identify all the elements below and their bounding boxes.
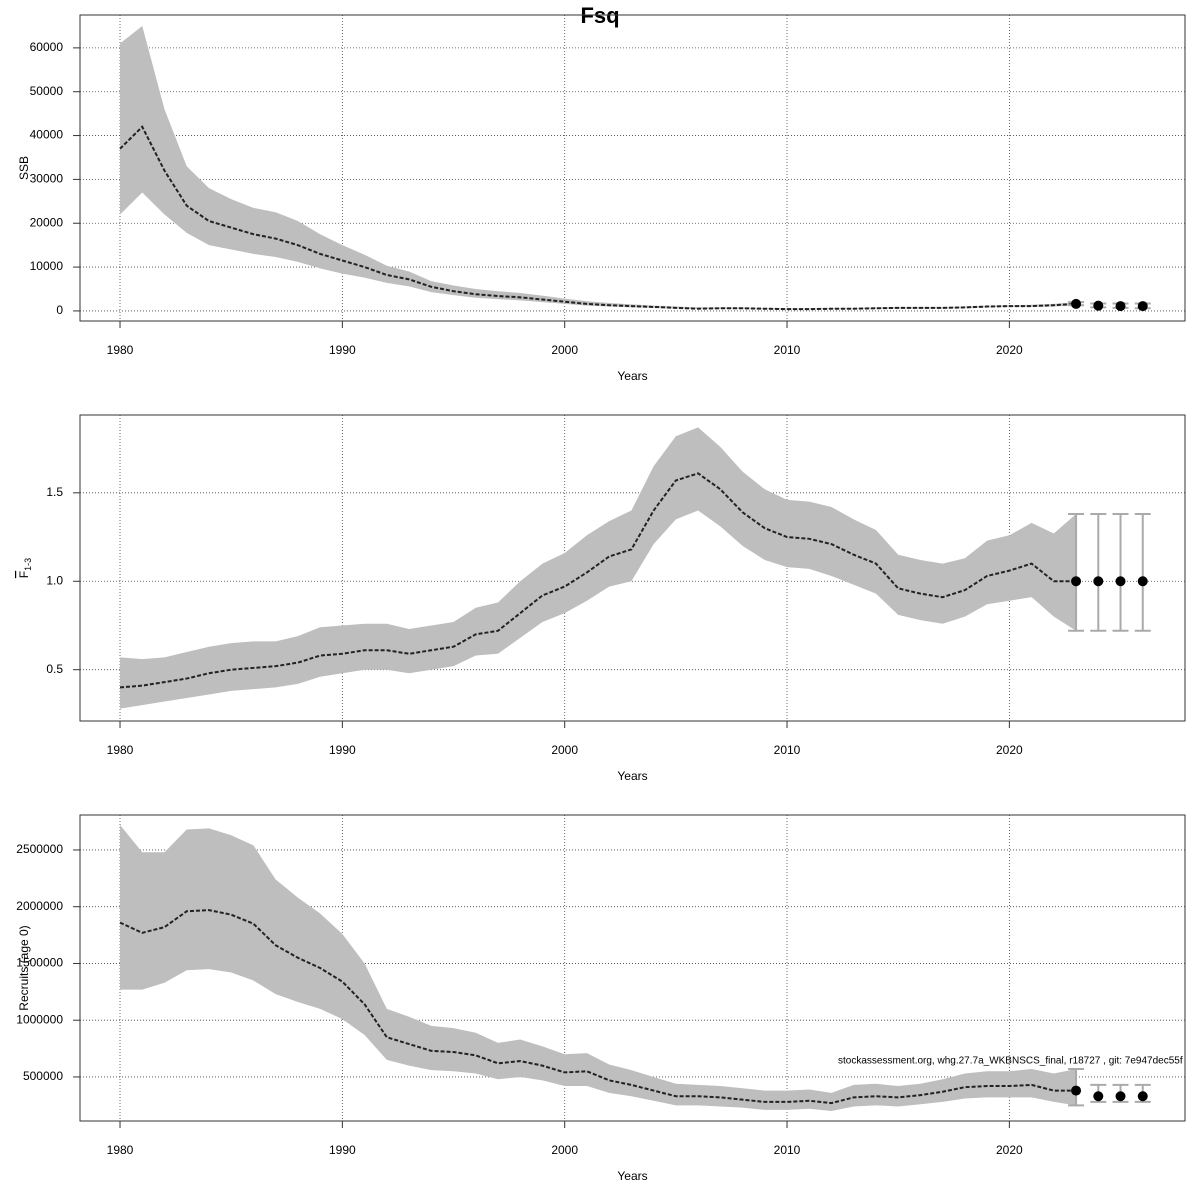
y-tick-label: 1.5 [46, 485, 63, 499]
x-axis-label: Years [617, 769, 647, 783]
x-tick-label: 2000 [551, 343, 578, 357]
plot-frame [79, 814, 1186, 1122]
projection-point [1137, 576, 1148, 587]
y-axis-label-main: Recruits (age 0) [17, 925, 31, 1010]
y-axis-label-sub: 1-3 [23, 558, 33, 571]
x-tick-label: 2000 [551, 743, 578, 757]
projection-point [1115, 576, 1126, 587]
y-tick-label: 10000 [30, 259, 64, 273]
footnote: stockassessment.org, whg.27.7a_WKBNSCS_f… [838, 1056, 1183, 1067]
y-tick-label: 40000 [30, 128, 64, 142]
x-tick-label: 1990 [329, 1143, 356, 1157]
estimate-line [119, 125, 1077, 311]
y-tick-label: 30000 [30, 172, 64, 186]
y-axis-label-main: F [17, 571, 31, 578]
x-tick-label: 2010 [774, 743, 801, 757]
y-tick-label: 1.0 [46, 573, 63, 587]
projection-point [1137, 301, 1148, 312]
x-tick-label: 2010 [774, 1143, 801, 1157]
y-tick-label: 500000 [23, 1069, 63, 1083]
y-axis-label: SSB [17, 156, 31, 180]
y-tick-label: 20000 [30, 215, 64, 229]
y-tick-label: 0.5 [46, 662, 63, 676]
projection-point [1093, 576, 1104, 587]
projection-point [1115, 1091, 1126, 1102]
x-tick-label: 1990 [329, 343, 356, 357]
x-tick-label: 1980 [107, 343, 134, 357]
y-axis-label: Recruits (age 0) [17, 925, 31, 1010]
x-tick-label: 2020 [996, 1143, 1023, 1157]
projection-point [1093, 300, 1104, 311]
confidence-band [120, 824, 1077, 1112]
plot-frame [79, 414, 1186, 722]
y-tick-label: 1500000 [16, 956, 63, 970]
x-tick-label: 1980 [107, 1143, 134, 1157]
projection-point [1093, 1091, 1104, 1102]
projection-point [1071, 576, 1082, 587]
plot-frame [79, 14, 1186, 322]
x-tick-label: 2010 [774, 343, 801, 357]
y-tick-label: 2500000 [16, 842, 63, 856]
x-tick-label: 1990 [329, 743, 356, 757]
projection-point [1137, 1091, 1148, 1102]
x-tick-label: 2020 [996, 743, 1023, 757]
y-tick-label: 0 [56, 303, 63, 317]
x-axis-label: Years [617, 369, 647, 383]
y-tick-label: 50000 [30, 84, 64, 98]
projection-point [1115, 301, 1126, 312]
estimate-line [119, 472, 1077, 689]
x-tick-label: 2020 [996, 343, 1023, 357]
x-tick-label: 2000 [551, 1143, 578, 1157]
y-tick-label: 60000 [30, 40, 64, 54]
y-axis-label: F1-3 [17, 558, 33, 578]
projection-point [1071, 1085, 1082, 1096]
x-axis-label: Years [617, 1169, 647, 1183]
y-tick-label: 1000000 [16, 1012, 63, 1026]
x-tick-label: 1980 [107, 743, 134, 757]
y-axis-label-main: SSB [17, 156, 31, 180]
y-tick-label: 2000000 [16, 899, 63, 913]
projection-point [1071, 298, 1082, 309]
confidence-band [120, 427, 1077, 709]
